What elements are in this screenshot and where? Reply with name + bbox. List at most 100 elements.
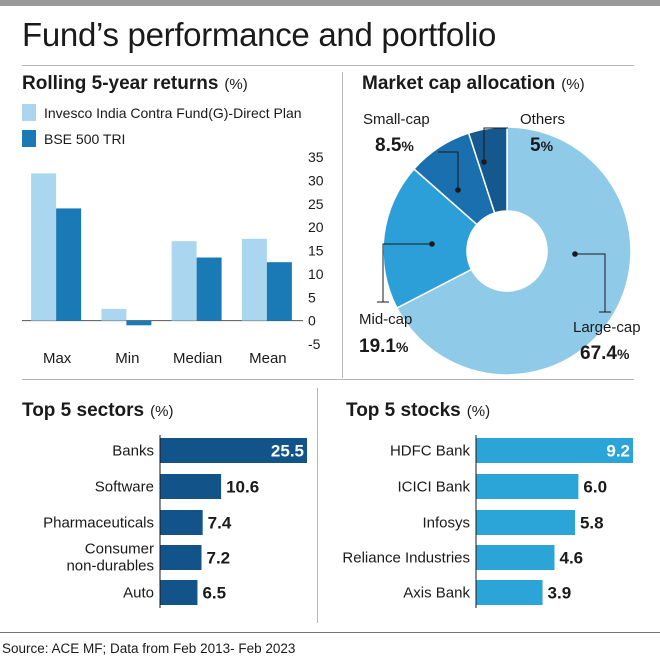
legend-index: BSE 500 TRI (22, 130, 125, 147)
hbar-value-label: 5.8 (580, 514, 604, 533)
footer-divider (0, 632, 660, 633)
y-tick-label: 35 (308, 149, 324, 165)
bar-index (266, 262, 292, 321)
hbar-value-label: 6.0 (583, 478, 607, 497)
pie-value-number: 19.1 (359, 336, 396, 357)
pie-value-number: 67.4 (580, 343, 617, 364)
bar-index (196, 257, 222, 321)
sectors-chart-title: Top 5 sectors (%) (22, 400, 173, 422)
middle-divider (22, 379, 634, 380)
leader-line-small-cap (438, 151, 459, 190)
hbar-value-label: 4.6 (560, 549, 584, 568)
hbar-category-label: Software (95, 479, 154, 496)
hbar-value-label: 10.6 (226, 478, 259, 497)
pie-value-percent-sign: % (401, 138, 414, 154)
legend-fund: Invesco India Contra Fund(G)-Direct Plan (22, 104, 302, 121)
legend-index-swatch (22, 130, 36, 147)
pie-label-others: Others (520, 111, 565, 128)
hbar-category-label: Auto (123, 585, 154, 602)
upper-column-divider (342, 72, 343, 378)
pie-value-others: 5% (530, 135, 554, 156)
y-tick-label: 5 (308, 289, 316, 305)
bar-index (126, 320, 152, 326)
x-category-label: Mean (249, 350, 287, 367)
hbar-category-label: Reliance Industries (342, 550, 470, 567)
stocks-title-unit: (%) (466, 403, 491, 420)
pie-value-large-cap: 67.4% (580, 343, 630, 364)
hbar (476, 438, 633, 463)
hbar-category-label: Infosys (422, 515, 470, 532)
hbar-value-label: 6.5 (202, 584, 226, 603)
hbar-value-label: 3.9 (548, 584, 572, 603)
marketcap-title-unit: (%) (561, 76, 585, 93)
x-category-label: Max (43, 350, 72, 367)
x-category-label: Median (173, 350, 222, 367)
legend-index-label: BSE 500 TRI (44, 131, 126, 147)
pie-value-percent-sign: % (541, 138, 554, 154)
top-accent-bar (0, 0, 660, 6)
hbar (476, 510, 575, 535)
pie-slice-large-cap (395, 126, 632, 376)
bar-fund (241, 238, 267, 321)
returns-title-text: Rolling 5-year returns (22, 73, 219, 94)
returns-title-unit: (%) (224, 76, 248, 93)
y-tick-label: 0 (308, 313, 316, 329)
returns-bar-chart: 35 30 25 20 15 10 5 0 -5 Max Min Median Mean (22, 149, 324, 367)
title-divider (22, 65, 634, 66)
pie-slice-mid-cap (382, 167, 479, 309)
hbar (476, 474, 579, 499)
stocks-chart-title: Top 5 stocks (%) (346, 400, 490, 422)
returns-chart-title: Rolling 5-year returns (%) (22, 73, 248, 95)
leader-line-mid-cap (382, 243, 432, 302)
y-tick-label: 10 (308, 266, 324, 282)
pie-value-small-cap: 8.5% (375, 135, 414, 156)
pie-value-number: 5 (530, 135, 541, 156)
legend-fund-label: Invesco India Contra Fund(G)-Direct Plan (44, 105, 302, 121)
pie-value-number: 8.5 (375, 135, 402, 156)
x-category-label: Min (115, 350, 139, 367)
lower-column-divider (317, 388, 318, 623)
pie-slice-others (467, 126, 508, 214)
page-title: Fund’s performance and portfolio (22, 16, 497, 53)
marketcap-title-text: Market cap allocation (362, 73, 556, 94)
bar-fund (171, 241, 197, 321)
pie-value-percent-sign: % (617, 346, 630, 362)
hbar-category-label: ICICI Bank (397, 479, 470, 496)
hbar-category-label: HDFC Bank (390, 443, 471, 460)
bar-fund (31, 173, 57, 321)
bar-index (56, 208, 82, 321)
sectors-bar-chart: Banks 25.5 Software 10.6 Pharmaceuticals 7.4 C… (43, 435, 307, 608)
leader-line-large-cap (575, 253, 606, 312)
pie-label-large-cap: Large-cap (573, 319, 641, 336)
hbar-category-label: non-durables (66, 558, 154, 575)
hbar (476, 580, 543, 605)
hbar-category-label: Banks (112, 443, 154, 460)
legend-fund-swatch (22, 104, 36, 121)
marketcap-donut-chart: Large-cap 67.4% Mid-cap 19.1% Small-cap 8.5% O… (359, 111, 641, 376)
y-tick-label: 25 (308, 196, 324, 212)
hbar (160, 510, 203, 535)
hbar (160, 580, 198, 605)
stocks-bar-chart: HDFC Bank 9.2 ICICI Bank 6.0 Infosys 5.8 Relia… (342, 435, 633, 608)
y-tick-label: 15 (308, 243, 324, 259)
bar-fund (101, 308, 127, 321)
pie-value-percent-sign: % (396, 339, 409, 355)
hbar (160, 474, 222, 499)
source-note: Source: ACE MF; Data from Feb 2013- Feb … (2, 641, 296, 656)
hbar (160, 438, 307, 463)
hbar-category-label: Consumer (85, 541, 154, 558)
y-tick-label: -5 (308, 336, 321, 352)
sectors-title-unit: (%) (150, 403, 174, 420)
stocks-title-text: Top 5 stocks (346, 400, 461, 421)
leader-line-others (483, 127, 508, 162)
sectors-title-text: Top 5 sectors (22, 400, 145, 421)
y-tick-label: 20 (308, 219, 324, 235)
hbar-category-label: Pharmaceuticals (43, 515, 154, 532)
hbar (476, 545, 555, 570)
hbar-category-label: Axis Bank (403, 585, 470, 602)
pie-label-mid-cap: Mid-cap (359, 311, 412, 328)
pie-label-small-cap: Small-cap (363, 111, 430, 128)
hbar (160, 545, 202, 570)
hbar-value-label: 25.5 (271, 442, 304, 461)
y-tick-label: 30 (308, 172, 324, 188)
